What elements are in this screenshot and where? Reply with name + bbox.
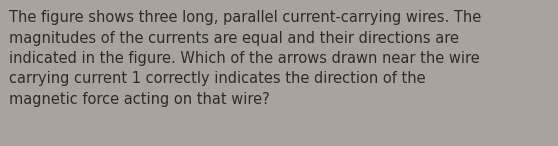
Text: The figure shows three long, parallel current-carrying wires. The
magnitudes of : The figure shows three long, parallel cu… <box>9 10 481 107</box>
